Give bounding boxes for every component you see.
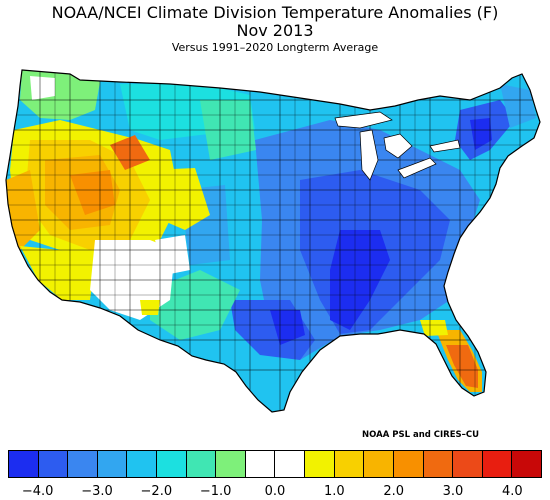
- data-credit: NOAA PSL and CIRES–CU: [362, 430, 480, 440]
- legend-tick-label: 4.0: [501, 484, 523, 499]
- legend-swatch: [393, 451, 424, 477]
- legend-swatch: [38, 451, 69, 477]
- legend-swatch: [9, 451, 39, 477]
- us-anomaly-map: [5, 69, 541, 413]
- map-period: Nov 2013: [236, 21, 314, 40]
- great-lakes: [334, 111, 461, 181]
- legend-swatch: [216, 451, 246, 477]
- legend-swatch: [127, 451, 158, 477]
- anomaly-fill-layer: [6, 70, 540, 412]
- legend-tick-label: 3.0: [442, 484, 464, 499]
- legend-tick-label: −1.0: [199, 484, 232, 499]
- lake-huron: [383, 133, 413, 159]
- legend-swatch: [334, 451, 365, 477]
- legend-swatch: [512, 451, 541, 477]
- legend-tick-label: 1.0: [323, 484, 345, 499]
- map-title: NOAA/NCEI Climate Division Temperature A…: [51, 3, 499, 22]
- legend-tick-label: −4.0: [21, 484, 54, 499]
- legend-swatch: [423, 451, 454, 477]
- legend-swatch: [186, 451, 217, 477]
- map-subtitle: Versus 1991–2020 Longterm Average: [171, 41, 379, 54]
- lake-erie: [397, 157, 437, 179]
- legend-tick-label: 2.0: [383, 484, 404, 499]
- legend-swatch: [157, 451, 187, 477]
- lake-superior: [334, 111, 393, 129]
- legend-swatch: [97, 451, 128, 477]
- color-legend-bar: [8, 450, 542, 478]
- legend-tick-label: −3.0: [81, 484, 113, 499]
- legend-swatch: [275, 451, 306, 477]
- legend-swatch: [453, 451, 483, 477]
- legend-swatch: [245, 451, 276, 477]
- legend-swatch: [482, 451, 513, 477]
- legend-swatch: [68, 451, 98, 477]
- legend-swatch: [305, 451, 335, 477]
- lake-michigan: [359, 129, 379, 181]
- legend-tick-label: 0.0: [264, 484, 286, 499]
- legend-swatch: [364, 451, 394, 477]
- us-outline: [5, 69, 541, 413]
- division-boundaries: [6, 70, 540, 412]
- lake-ontario: [429, 139, 461, 153]
- legend-tick-label: −2.0: [140, 484, 173, 499]
